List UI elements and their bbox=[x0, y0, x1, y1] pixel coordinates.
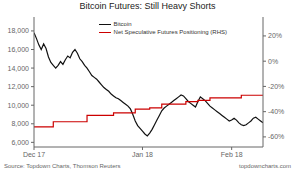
svg-text:20%: 20% bbox=[268, 32, 282, 39]
svg-text:6,000: 6,000 bbox=[11, 139, 29, 146]
svg-text:8,000: 8,000 bbox=[11, 120, 29, 127]
html-text:Net Speculative Futures Positi: Net Speculative Futures Positioning (RHS… bbox=[113, 29, 227, 35]
html-text:Source: Topdown Charts, Thomso: Source: Topdown Charts, Thomson Reuters bbox=[4, 163, 121, 169]
html-text:topdowncharts.com: topdowncharts.com bbox=[239, 163, 291, 169]
svg-text:16,000: 16,000 bbox=[8, 46, 29, 53]
svg-text:-60%: -60% bbox=[268, 133, 284, 140]
svg-text:-40%: -40% bbox=[268, 108, 284, 115]
svg-text:Dec 17: Dec 17 bbox=[23, 151, 45, 158]
svg-text:12,000: 12,000 bbox=[8, 83, 29, 90]
svg-text:Jan 18: Jan 18 bbox=[132, 151, 153, 158]
svg-text:14,000: 14,000 bbox=[8, 65, 29, 72]
svg-text:18,000: 18,000 bbox=[8, 27, 29, 34]
svg-text:Feb 18: Feb 18 bbox=[221, 151, 243, 158]
svg-text:0%: 0% bbox=[268, 58, 278, 65]
html-text:Bitcoin: Bitcoin bbox=[113, 21, 132, 27]
svg-text:-20%: -20% bbox=[268, 83, 284, 90]
svg-text:10,000: 10,000 bbox=[8, 102, 29, 109]
html-text:Bitcoin Futures: Still Heavy S: Bitcoin Futures: Still Heavy Shorts bbox=[79, 1, 216, 11]
